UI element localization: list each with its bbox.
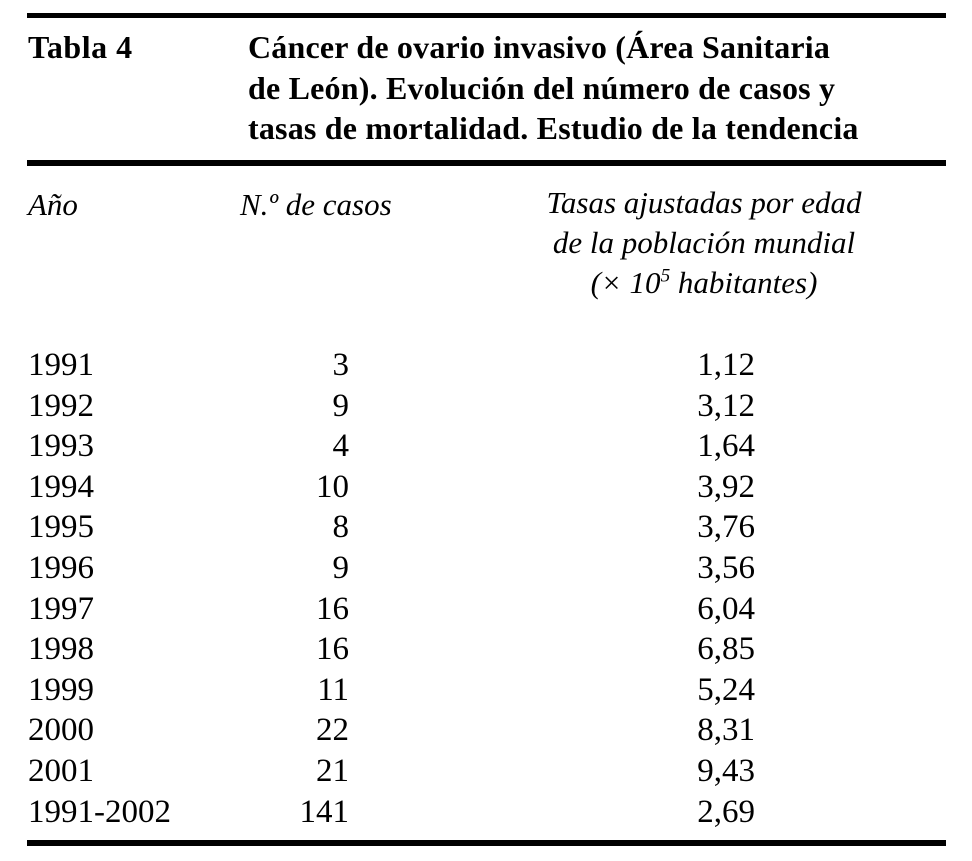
header-divider-rule xyxy=(27,160,946,166)
year-cell: 1992 xyxy=(28,387,94,424)
table-title-line-2: de León). Evolución del número de casos … xyxy=(248,69,836,106)
table-row: 1996 9 3,56 xyxy=(27,548,946,589)
rate-cell: 2,69 xyxy=(697,793,755,830)
table-row: 1994 10 3,92 xyxy=(27,467,946,508)
year-cell: 1999 xyxy=(28,671,94,708)
table-title-line-1: Cáncer de ovario invasivo (Área Sanitari… xyxy=(248,29,831,65)
rate-cell: 3,76 xyxy=(697,509,755,546)
year-cell: 1991-2002 xyxy=(28,793,171,830)
cases-cell: 10 xyxy=(316,468,349,505)
table-row: 1997 16 6,04 xyxy=(27,589,946,630)
year-cell: 1998 xyxy=(28,631,94,668)
superscript-exponent: 5 xyxy=(660,265,671,287)
rate-cell: 3,92 xyxy=(697,468,755,505)
table-row: 2000 22 8,31 xyxy=(27,710,946,751)
table-row: 1999 11 5,24 xyxy=(27,670,946,711)
table-row: 1995 8 3,76 xyxy=(27,507,946,548)
cases-cell: 8 xyxy=(332,509,350,546)
year-cell: 1991 xyxy=(28,347,94,383)
column-header-rate-line-1: Tasas ajustadas por edad xyxy=(546,185,862,220)
cases-cell: 22 xyxy=(316,712,349,749)
year-cell: 1997 xyxy=(28,590,94,627)
bottom-rule xyxy=(27,840,946,846)
cases-cell: 21 xyxy=(316,752,349,789)
cases-cell: 9 xyxy=(332,387,350,424)
rate-unit-prefix: (× 10 xyxy=(590,265,661,300)
rate-cell: 8,31 xyxy=(697,712,755,749)
table-row: 1993 4 1,64 xyxy=(27,426,946,467)
rate-cell: 6,85 xyxy=(697,631,755,668)
year-cell: 1994 xyxy=(28,468,94,505)
table-body: 1991 3 1,12 1992 9 3,12 1993 4 1,64 1994… xyxy=(27,345,946,832)
table-row: 1998 16 6,85 xyxy=(27,629,946,670)
year-cell: 1993 xyxy=(28,428,94,465)
table-row: 2001 21 9,43 xyxy=(27,751,946,792)
column-header-rate-line-2: de la población mundial xyxy=(552,225,856,260)
year-cell: 1995 xyxy=(28,509,94,546)
rate-unit-suffix: habitantes) xyxy=(670,265,818,300)
table-row: 1992 9 3,12 xyxy=(27,386,946,427)
cases-cell: 16 xyxy=(316,631,349,668)
rate-cell: 3,56 xyxy=(697,549,755,586)
cases-cell: 16 xyxy=(316,590,349,627)
year-cell: 2001 xyxy=(28,752,94,789)
top-rule xyxy=(27,13,946,18)
rate-cell: 1,12 xyxy=(697,347,755,383)
rate-cell: 6,04 xyxy=(697,590,755,627)
column-header-year: Año xyxy=(28,187,78,222)
cases-cell: 4 xyxy=(332,428,350,465)
cases-cell: 141 xyxy=(299,793,350,830)
rate-cell: 1,64 xyxy=(697,428,755,465)
rate-cell: 5,24 xyxy=(697,671,755,708)
table-row-total: 1991-2002 141 2,69 xyxy=(27,792,946,833)
table-row: 1991 3 1,12 xyxy=(27,345,946,386)
rate-cell: 9,43 xyxy=(697,752,755,789)
year-cell: 1996 xyxy=(28,549,94,586)
table-title-line-3: tasas de mortalidad. Estudio de la tende… xyxy=(248,110,859,146)
year-cell: 2000 xyxy=(28,712,94,749)
cases-cell: 11 xyxy=(317,671,349,708)
table-title: Cáncer de ovario invasivo (Área Sanitari… xyxy=(248,27,859,149)
cases-cell: 3 xyxy=(332,347,350,383)
rate-cell: 3,12 xyxy=(697,387,755,424)
column-header-rate-line-3: (× 105 habitantes) xyxy=(524,263,884,303)
table-label: Tabla 4 xyxy=(28,29,133,65)
cases-cell: 9 xyxy=(332,549,350,586)
column-header-cases: N.º de casos xyxy=(240,187,392,222)
column-header-rate: Tasas ajustadas por edad de la población… xyxy=(524,183,884,303)
